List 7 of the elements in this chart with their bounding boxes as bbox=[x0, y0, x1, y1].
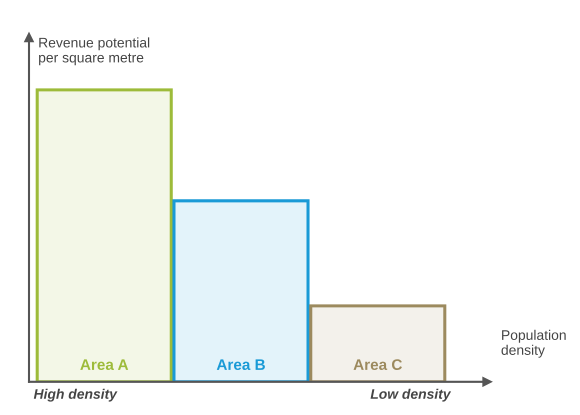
x-tick-label: Area B bbox=[216, 359, 265, 370]
x-axis-title: Population density bbox=[502, 330, 566, 358]
x-tick-label: Area C bbox=[354, 359, 402, 370]
text: High density bbox=[34, 388, 118, 402]
y-axis-title: Revenue potential per square metre bbox=[39, 37, 150, 66]
x-tick-label: Area A bbox=[80, 359, 128, 370]
text: Low density bbox=[370, 388, 452, 402]
